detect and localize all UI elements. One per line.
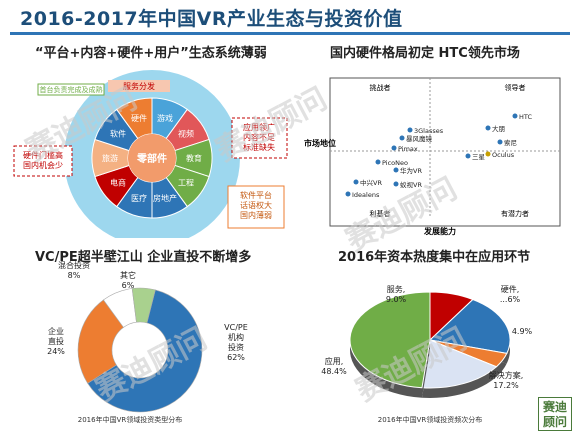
hardware-panel: 国内硬件格局初定 HTC领先市场 挑战者 领导者 利基者 有潜力者 市场地位 发… xyxy=(300,38,578,238)
brand-label: PicoNeo xyxy=(382,159,408,167)
brand-label: 索尼 xyxy=(504,138,517,147)
note-right-box xyxy=(227,185,285,229)
brand-point xyxy=(375,159,381,165)
segment-label: 游戏 xyxy=(157,113,173,123)
x-axis-label: 发展能力 xyxy=(423,226,456,236)
note-top: 应用领广内容不足标准缺失 xyxy=(243,122,275,152)
pie-slice xyxy=(349,291,431,389)
brand-point xyxy=(512,113,518,119)
outer-label-top: 服务分发 xyxy=(123,81,155,91)
y-axis-label: 市场地位 xyxy=(304,138,336,148)
page-title: 2016-2017年中国VR产业生态与投资价值 xyxy=(20,8,403,30)
label-potential: 有潜力者 xyxy=(501,209,529,218)
brand-label: 暴风魔镜 xyxy=(406,134,433,143)
donut-label: 混合投资 8% xyxy=(58,260,90,280)
ecosystem-title: “平台+内容+硬件+用户”生态系统薄弱 xyxy=(35,46,267,61)
logo-text: 赛迪 顾问 xyxy=(542,400,567,429)
pie-label: 服务, 9.0% xyxy=(386,284,407,304)
segment-label: 视频 xyxy=(178,128,194,138)
brand-label: 华为VR xyxy=(400,166,422,175)
segment-label: 教育 xyxy=(186,153,202,163)
capital-heat-title: 2016年资本热度集中在应用环节 xyxy=(338,250,531,265)
outer-label-left: 首台负责完成及成熟 xyxy=(40,85,103,94)
note-left: 硬件门槛高国内机会少 xyxy=(23,150,63,170)
brand-point xyxy=(391,145,397,151)
label-niche: 利基者 xyxy=(370,209,391,218)
segment-label: 工程 xyxy=(178,179,194,188)
brand-label: 三星 xyxy=(472,153,486,161)
core-circle xyxy=(128,134,176,182)
brand-point xyxy=(497,139,503,145)
outer-label-box xyxy=(108,80,170,92)
pie-label: 应用, 48.4% xyxy=(321,356,347,376)
brand-label: 中兴VR xyxy=(360,178,382,187)
donut-label: VC/PE 机构投资 62% xyxy=(224,323,248,362)
brand-point xyxy=(393,167,399,173)
capital-heat-panel: 2016年资本热度集中在应用环节 服务, 9.0% 硬件, ...6% 4.9% 解决方案… xyxy=(300,242,578,435)
brand-point xyxy=(407,127,413,133)
header: 2016-2017年中国VR产业生态与投资价值 xyxy=(0,0,578,35)
brand-logo: 赛迪 顾问 xyxy=(538,397,572,431)
matrix-frame xyxy=(329,77,561,227)
donut-caption: 2016年中国VR领域投资类型分布 xyxy=(78,415,182,424)
brand-point xyxy=(399,135,405,141)
title-divider xyxy=(10,32,570,35)
segment-label: 硬件 xyxy=(131,113,147,123)
brand-label: Oculus xyxy=(492,151,515,159)
donut-label: 企业直投 24% xyxy=(47,326,65,356)
brand-label: Idealens xyxy=(352,191,380,199)
investment-type-title: VC/PE超半壁江山 企业直投不断增多 xyxy=(35,250,252,265)
brand-point xyxy=(485,151,491,157)
segment-label: 软件 xyxy=(110,128,126,138)
pie-label: 解决方案, 17.2% xyxy=(489,370,524,390)
donut-slice xyxy=(77,299,124,384)
label-challenger: 挑战者 xyxy=(370,83,391,92)
pie-label: 硬件, ...6% xyxy=(500,284,521,304)
pie-label: 4.9% xyxy=(512,327,533,336)
donut-label: 其它 6% xyxy=(120,270,136,290)
segment-label: 电商 xyxy=(110,178,126,188)
segment-label: 医疗 xyxy=(131,193,147,203)
brand-point xyxy=(353,179,359,185)
label-leader: 领导者 xyxy=(505,83,526,92)
note-right: 软件平台话语权大国内薄弱 xyxy=(240,190,272,220)
brand-point xyxy=(393,181,399,187)
brand-label: Pimax xyxy=(398,145,418,153)
core-label: 零部件 xyxy=(136,152,167,165)
donut-slice xyxy=(87,289,203,413)
note-top-box xyxy=(231,117,288,159)
brand-label: 大朋 xyxy=(492,124,505,133)
pie-caption: 2016年中国VR领域投资频次分布 xyxy=(378,415,482,424)
donut-slice xyxy=(131,287,156,324)
segment-label: 旅游 xyxy=(102,153,118,163)
brand-label: 3Glasses xyxy=(414,127,444,135)
brand-point xyxy=(345,191,351,197)
investment-type-donut: VC/PE 机构投资 62% 企业直投 24% 混合投资 8% 其它 6% 2016年中国VR领… xyxy=(47,260,248,424)
brand-label: 蚁视VR xyxy=(400,180,422,189)
ecosystem-panel: “平台+内容+硬件+用户”生态系统薄弱 零部件 游戏 视频教育工程 房地产 医疗 电商 旅… xyxy=(0,38,300,238)
note-left-box xyxy=(13,145,73,177)
pie-slice xyxy=(428,298,511,354)
pie-slice xyxy=(421,339,498,389)
capital-heat-pie: 服务, 9.0% 硬件, ...6% 4.9% 解决方案, 17.2% 应用, 48.4% 20… xyxy=(321,284,533,424)
brand-label: HTC xyxy=(519,113,532,121)
hardware-title: 国内硬件格局初定 HTC领先市场 xyxy=(330,46,520,61)
brand-point xyxy=(485,125,491,131)
brand-point xyxy=(465,153,471,159)
segment-label: 房地产 xyxy=(153,193,177,203)
investment-type-panel: VC/PE超半壁江山 企业直投不断增多 VC/PE 机构投资 62% 企业直投 24% 混… xyxy=(0,242,300,435)
